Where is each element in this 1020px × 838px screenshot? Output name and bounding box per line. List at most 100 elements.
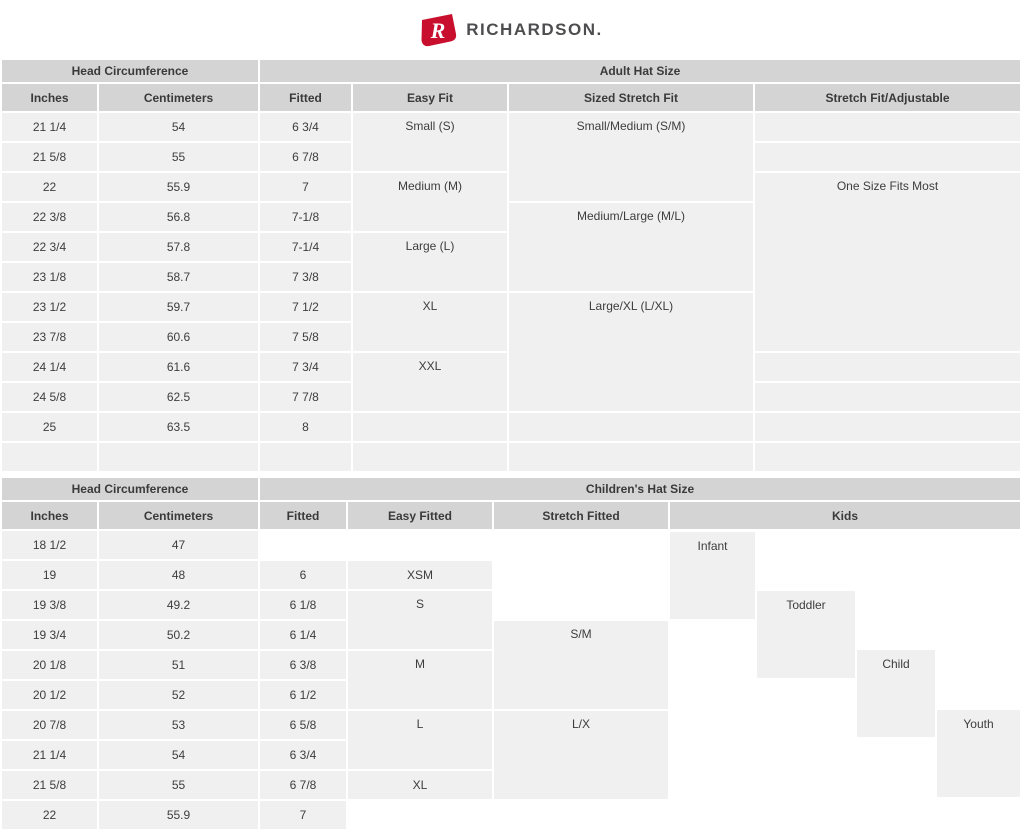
kids-group-youth: Youth [937, 710, 1020, 797]
table-row: 23 7/8 60.6 7 5/8 [0, 321, 1020, 353]
cell-inches: 20 7/8 [0, 709, 99, 741]
cell-inches: 20 1/2 [0, 679, 99, 711]
table-row: 22 55.9 7 [0, 799, 1020, 831]
col-header-easy-fit: Easy Fit [351, 82, 509, 113]
cell-fitted: 7 [258, 799, 348, 831]
cell-fitted: 6 1/2 [258, 679, 348, 711]
table-row: 22 55.9 7 Medium (M) One Size Fits Most [0, 171, 1020, 353]
cell-blank [97, 441, 260, 473]
col-header-fitted: Fitted [258, 500, 348, 531]
cell-centimeters: 61.6 [97, 351, 260, 383]
adult-hat-size-header: Adult Hat Size [257, 58, 1020, 84]
cell-centimeters: 60.6 [97, 321, 260, 353]
cell-blank [0, 441, 99, 473]
cell-easy-fit-medium: Medium (M) [351, 171, 509, 233]
cell-easy-fitted-xsm: XSM [346, 559, 494, 591]
cell-inches: 19 [0, 559, 99, 591]
table-row: 23 1/8 58.7 7 3/8 [0, 261, 1020, 293]
children-hat-size-header: Children's Hat Size [257, 476, 1020, 502]
cell-centimeters: 59.7 [97, 291, 260, 323]
cell-blank [492, 799, 670, 831]
cell-inches: 24 1/4 [0, 351, 99, 383]
cell-centimeters: 48 [97, 559, 260, 591]
col-header-centimeters: Centimeters [97, 500, 260, 531]
col-header-kids: Kids [667, 500, 1020, 531]
cell-blank [351, 441, 509, 473]
children-head-circumference-header: Head Circumference [0, 476, 260, 502]
cell-blank [492, 559, 670, 591]
cell-centimeters: 49.2 [97, 589, 260, 621]
table-row: 23 1/2 59.7 7 1/2 XL Large/XL (L/XL) [0, 291, 1020, 413]
cell-inches: 24 5/8 [0, 381, 99, 413]
cell-inches: 25 [0, 411, 99, 443]
kids-group-infant: Infant [671, 532, 755, 619]
cell-blank [492, 589, 670, 621]
cell-inches: 20 1/8 [0, 649, 99, 681]
cell-centimeters: 53 [97, 709, 260, 741]
cell-blank [346, 529, 494, 561]
cell-blank [752, 111, 1020, 143]
cell-centimeters: 54 [97, 739, 260, 771]
table-row: 20 1/2 52 6 1/2 [0, 679, 1020, 711]
table-row: 18 1/2 47 Infant Toddler Child Youth [0, 529, 1020, 831]
richardson-logo-icon: R [417, 13, 457, 47]
cell-easy-fit-xl: XL [351, 291, 509, 353]
cell-centimeters: 56.8 [97, 201, 260, 233]
cell-sized-stretch-ml: Medium/Large (M/L) [507, 201, 755, 293]
adult-section-header-row: Head Circumference Adult Hat Size [0, 58, 1020, 84]
table-row: 19 3/4 50.2 6 1/4 S/M [0, 619, 1020, 711]
cell-centimeters: 57.8 [97, 231, 260, 263]
cell-centimeters: 55 [97, 769, 260, 801]
table-row [0, 441, 1020, 473]
adult-head-circumference-header: Head Circumference [0, 58, 260, 84]
cell-fitted: 7 3/4 [258, 351, 353, 383]
cell-stretch-fitted-sm: S/M [492, 619, 670, 711]
cell-fitted: 6 1/4 [258, 619, 348, 651]
cell-fitted: 7 [258, 171, 353, 203]
cell-centimeters: 50.2 [97, 619, 260, 651]
cell-fitted: 6 3/4 [258, 739, 348, 771]
cell-easy-fitted-m: M [346, 649, 494, 711]
cell-blank [752, 411, 1020, 443]
col-header-inches: Inches [0, 500, 99, 531]
cell-fitted: 7-1/8 [258, 201, 353, 233]
table-row: 22 3/8 56.8 7-1/8 Medium/Large (M/L) [0, 201, 1020, 293]
col-header-sized-stretch-fit: Sized Stretch Fit [507, 82, 755, 113]
brand-wordmark: RICHARDSON. [466, 20, 603, 39]
cell-inches: 19 3/4 [0, 619, 99, 651]
col-header-fitted: Fitted [258, 82, 353, 113]
table-row: 22 3/4 57.8 7-1/4 Large (L) [0, 231, 1020, 293]
cell-blank [507, 411, 755, 443]
cell-blank [752, 441, 1020, 473]
cell-sized-stretch-sm: Small/Medium (S/M) [507, 111, 755, 203]
cell-fitted: 7 3/8 [258, 261, 353, 293]
cell-fitted: 6 [258, 559, 348, 591]
col-header-easy-fitted: Easy Fitted [346, 500, 494, 531]
table-row: 20 1/8 51 6 3/8 M [0, 649, 1020, 711]
table-row: 21 5/8 55 6 7/8 XL [0, 769, 1020, 801]
cell-inches: 22 [0, 171, 99, 203]
cell-fitted: 6 7/8 [258, 769, 348, 801]
table-row: 21 5/8 55 6 7/8 [0, 141, 1020, 173]
cell-inches: 21 1/4 [0, 739, 99, 771]
cell-blank [258, 441, 353, 473]
cell-blank [507, 441, 755, 473]
cell-centimeters: 55.9 [97, 171, 260, 203]
cell-blank [258, 529, 348, 561]
cell-stretch-fitted-lx: L/X [492, 709, 670, 801]
cell-fitted: 6 1/8 [258, 589, 348, 621]
cell-fitted: 7 7/8 [258, 381, 353, 413]
children-section-header-row: Head Circumference Children's Hat Size [0, 476, 1020, 502]
cell-easy-fit-small: Small (S) [351, 111, 509, 173]
cell-easy-fit-large: Large (L) [351, 231, 509, 293]
cell-centimeters: 55 [97, 141, 260, 173]
cell-inches: 22 3/4 [0, 231, 99, 263]
cell-fitted: 7 1/2 [258, 291, 353, 323]
cell-easy-fit-xxl: XXL [351, 351, 509, 413]
cell-inches: 19 3/8 [0, 589, 99, 621]
cell-inches: 22 [0, 799, 99, 831]
cell-fitted: 8 [258, 411, 353, 443]
cell-sized-stretch-lxl: Large/XL (L/XL) [507, 291, 755, 413]
cell-blank [351, 411, 509, 443]
adult-size-table: Head Circumference Adult Hat Size Inches… [0, 58, 1020, 473]
